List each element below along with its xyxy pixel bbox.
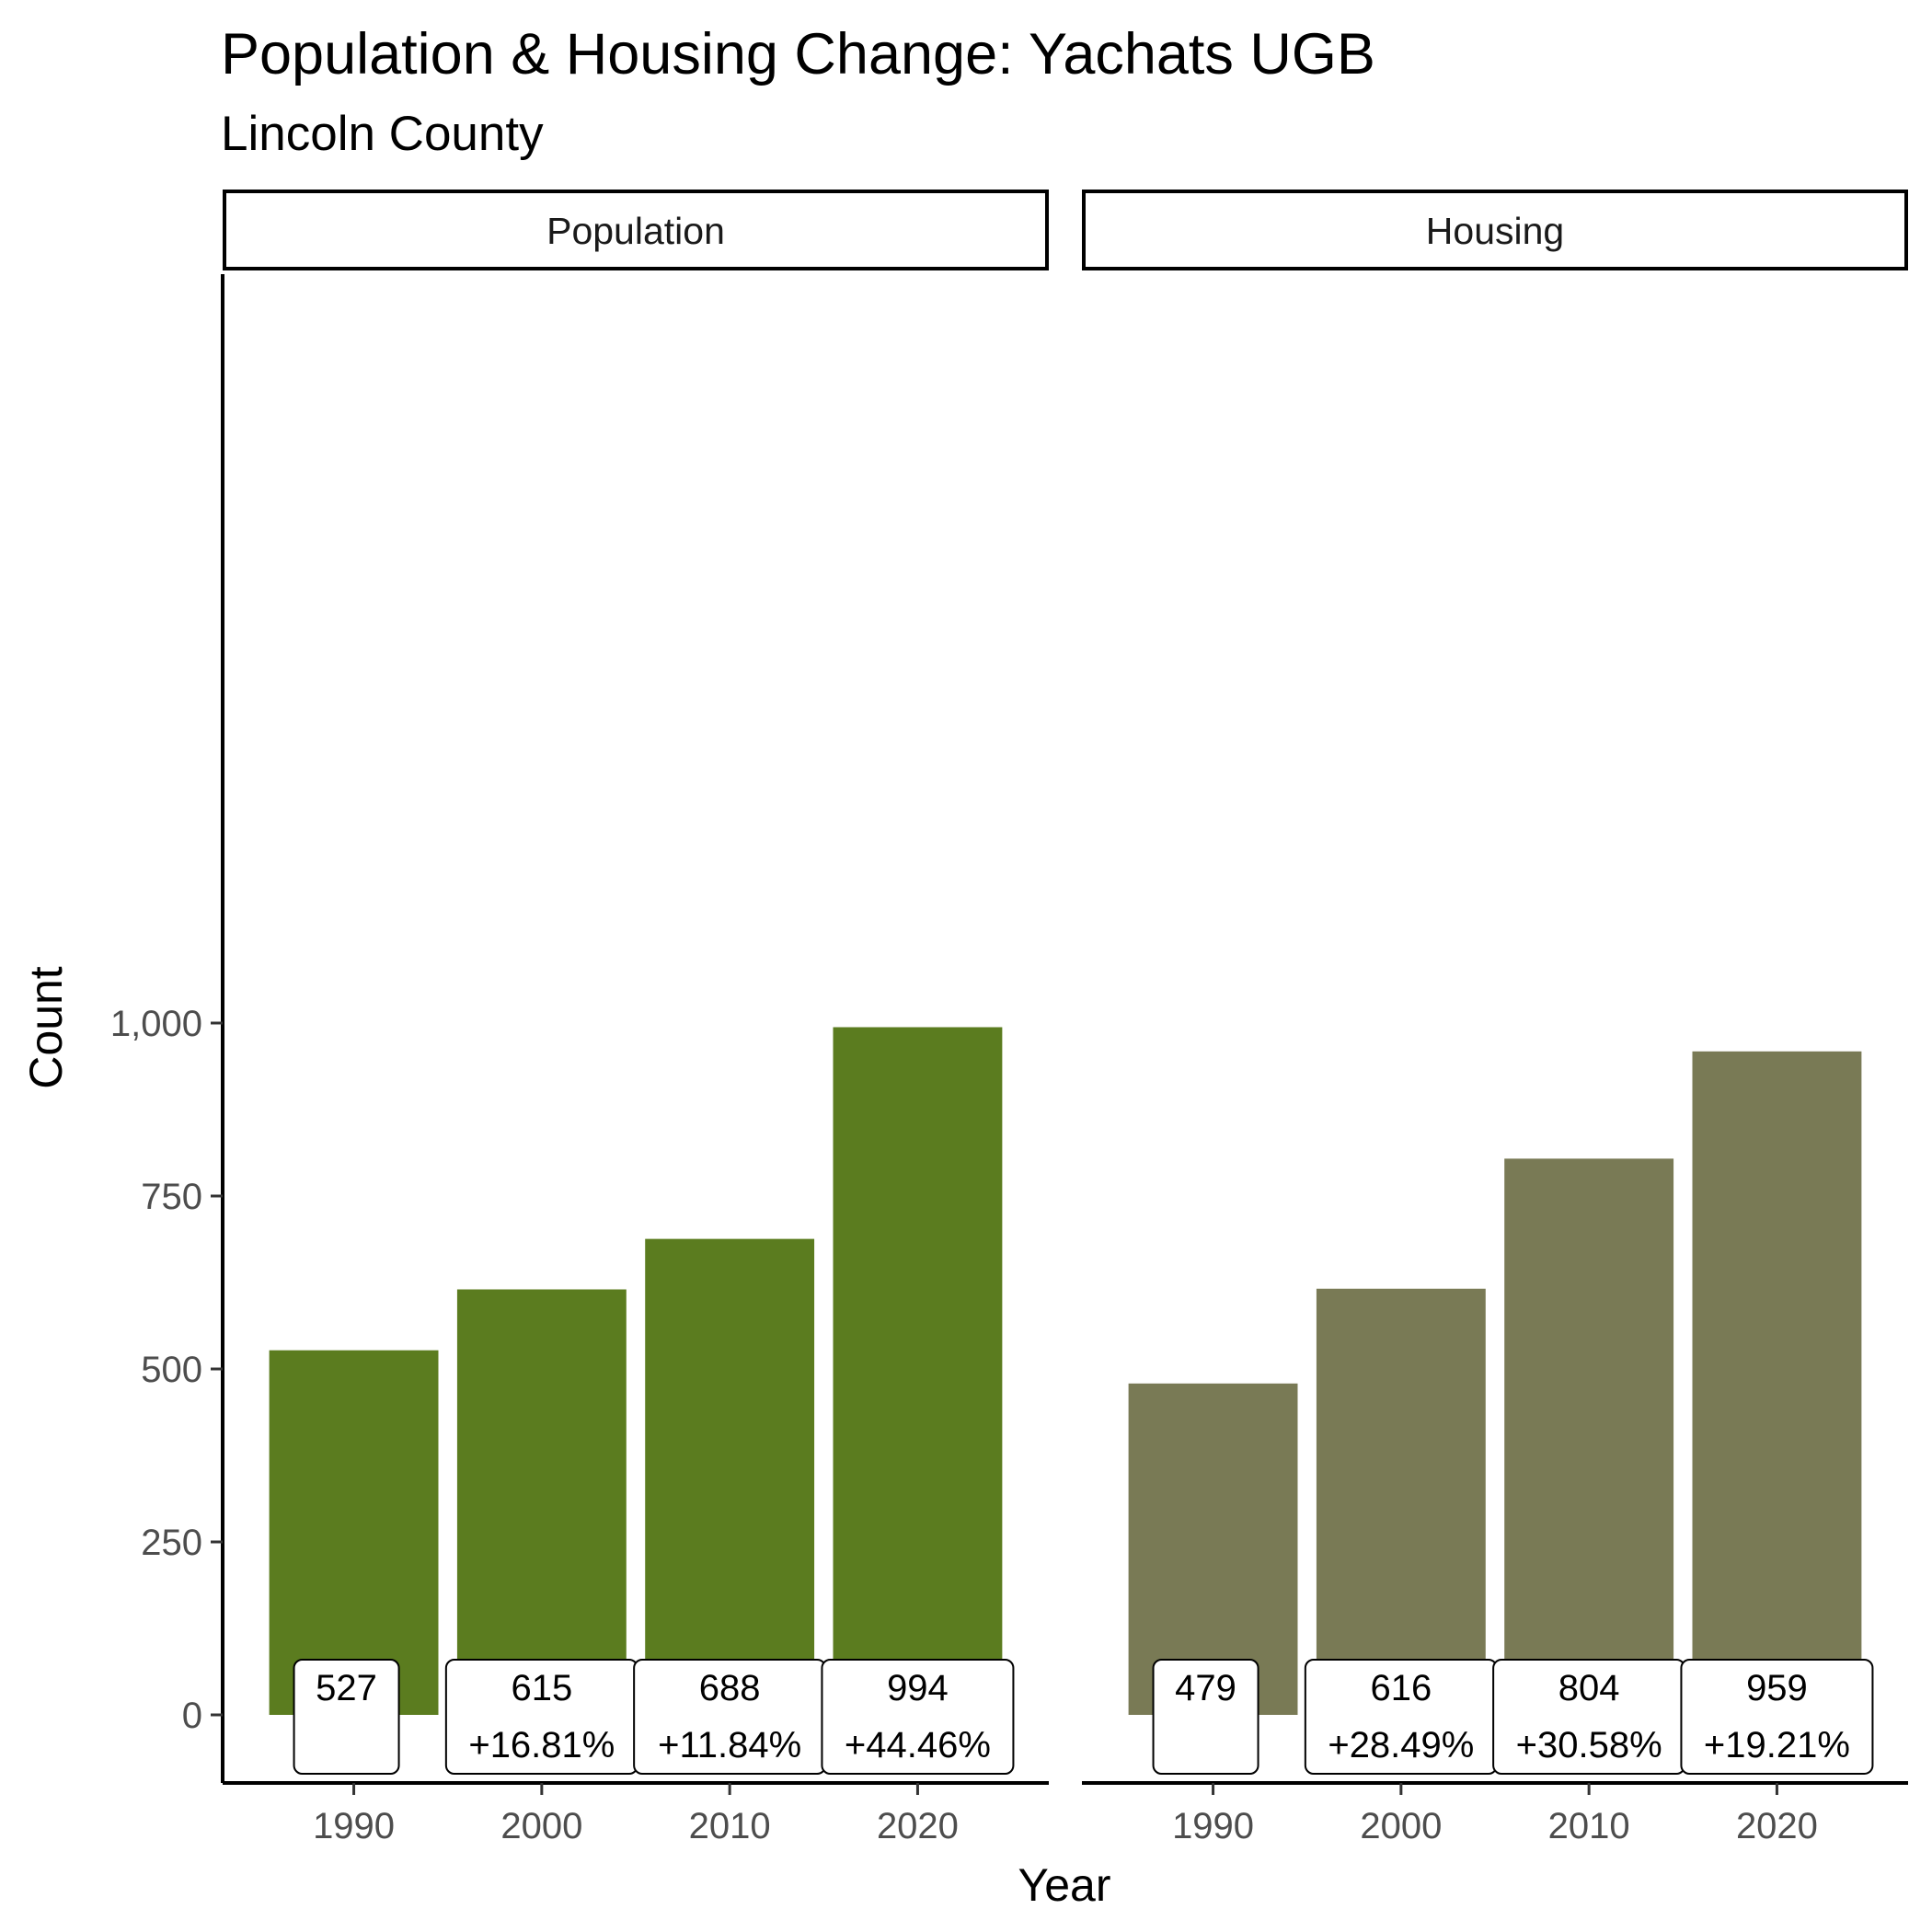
bar [645,1238,815,1715]
bar [1504,1158,1674,1715]
data-label-value: 959 [1746,1668,1808,1708]
x-tick-label: 2020 [1736,1806,1818,1846]
y-tick-label: 1,000 [110,1004,202,1044]
facet-panels: 0 250 500 750 1,000 Population 1990 527 2000 615 +… [110,190,1908,1846]
chart-subtitle: Lincoln County [221,107,544,161]
x-tick-label: 2000 [1360,1806,1442,1846]
x-tick-label: 1990 [1172,1806,1254,1846]
data-label-box [821,1659,1015,1775]
data-label-value: 479 [1175,1668,1236,1708]
data-label-box [1152,1659,1259,1775]
bar [1692,1051,1862,1715]
x-tick-label: 2010 [689,1806,771,1846]
data-label-change: +44.46% [845,1725,991,1765]
y-axis-title: Count [20,966,72,1089]
chart-title: Population & Housing Change: Yachats UGB [221,22,1375,86]
data-label-value: 616 [1370,1668,1432,1708]
data-label-value: 804 [1558,1668,1620,1708]
facet-strip-label: Housing [1426,210,1564,252]
facet-strip-label: Population [546,210,725,252]
facet-strip-housing [1082,190,1908,270]
data-label-box [1680,1659,1874,1775]
bar [1316,1288,1486,1715]
bar [456,1289,627,1715]
data-label-value: 527 [316,1668,377,1708]
facet-strip-population [223,190,1049,270]
data-label-value: 994 [887,1668,949,1708]
data-label-value: 688 [699,1668,761,1708]
data-label-change: +19.21% [1704,1725,1850,1765]
data-label-change: +28.49% [1328,1725,1474,1765]
x-tick-label: 2010 [1548,1806,1630,1846]
data-label-change: +16.81% [468,1725,615,1765]
x-tick-label: 1990 [313,1806,395,1846]
bar [833,1027,1003,1715]
x-tick-label: 2020 [877,1806,959,1846]
y-tick-label: 250 [141,1523,202,1563]
x-tick-label: 2000 [500,1806,582,1846]
data-label-change: +11.84% [658,1725,801,1765]
y-tick-label: 750 [141,1177,202,1217]
x-axis-title: Year [1018,1859,1110,1911]
y-tick-label: 0 [182,1696,202,1736]
bar [269,1350,439,1715]
data-label-change: +30.58% [1516,1725,1662,1765]
data-label-value: 615 [511,1668,572,1708]
data-label-box [293,1659,400,1775]
y-tick-label: 500 [141,1350,202,1390]
